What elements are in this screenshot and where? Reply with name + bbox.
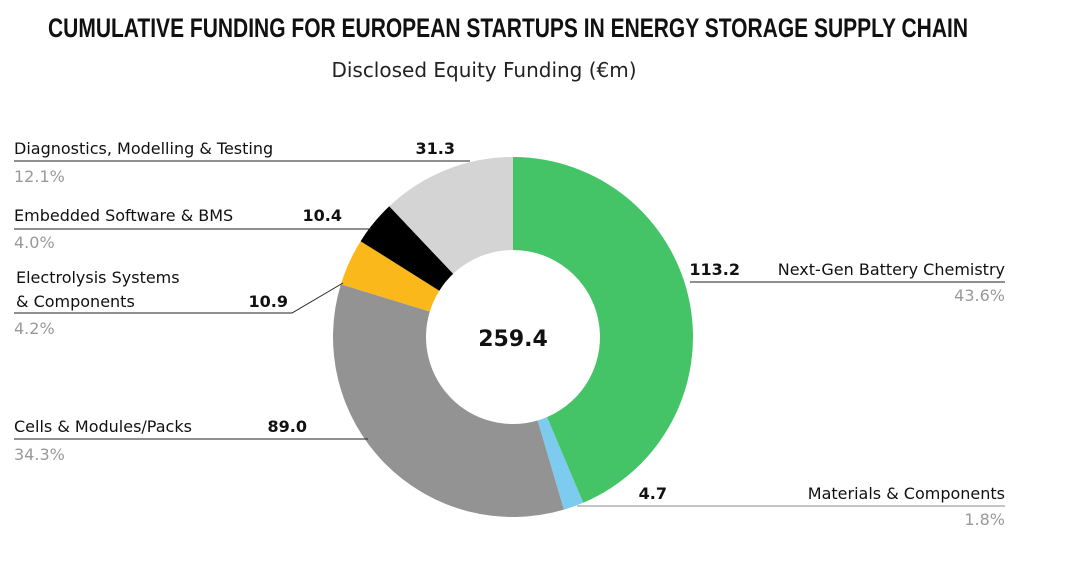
pct-label-embedded: 4.0%	[14, 233, 55, 252]
chart-title: CUMULATIVE FUNDING FOR EUROPEAN STARTUPS…	[48, 13, 969, 43]
slice-label-materials: Materials & Components	[808, 484, 1005, 503]
value-label-embedded: 10.4	[303, 206, 342, 225]
donut-slice-diagnostics-modelling-testing	[389, 157, 513, 274]
donut-slice-materials-components	[537, 417, 584, 510]
pct-label-next-gen: 43.6%	[954, 286, 1005, 305]
pct-label-electrolysis: 4.2%	[14, 319, 55, 338]
donut-slice-electrolysis-systems-components	[340, 241, 440, 312]
donut-slice-embedded-software-bms	[360, 206, 454, 291]
value-label-cells: 89.0	[268, 417, 307, 436]
total-label: 259.4	[478, 327, 548, 352]
donut-slice-cells-modules-packs	[333, 284, 564, 517]
value-label-next-gen: 113.2	[689, 260, 740, 279]
value-label-materials: 4.7	[639, 484, 667, 503]
pct-label-cells: 34.3%	[14, 445, 65, 464]
slice-label-embedded: Embedded Software & BMS	[14, 206, 233, 225]
slice-label-cells: Cells & Modules/Packs	[14, 417, 192, 436]
slice-label-electrolysis-line2: & Components	[16, 292, 135, 311]
slice-label-electrolysis-line1: Electrolysis Systems	[16, 268, 180, 287]
pct-label-diagnostics: 12.1%	[14, 167, 65, 186]
pct-label-materials: 1.8%	[964, 510, 1005, 529]
value-label-electrolysis: 10.9	[249, 292, 288, 311]
value-label-diagnostics: 31.3	[416, 139, 455, 158]
slice-label-next-gen: Next-Gen Battery Chemistry	[778, 260, 1005, 279]
donut-slice-next-gen-battery-chemistry	[513, 157, 693, 503]
slice-label-diagnostics: Diagnostics, Modelling & Testing	[14, 139, 273, 158]
leader-line-electrolysis	[14, 282, 344, 314]
chart-subtitle: Disclosed Equity Funding (€m)	[331, 58, 637, 82]
